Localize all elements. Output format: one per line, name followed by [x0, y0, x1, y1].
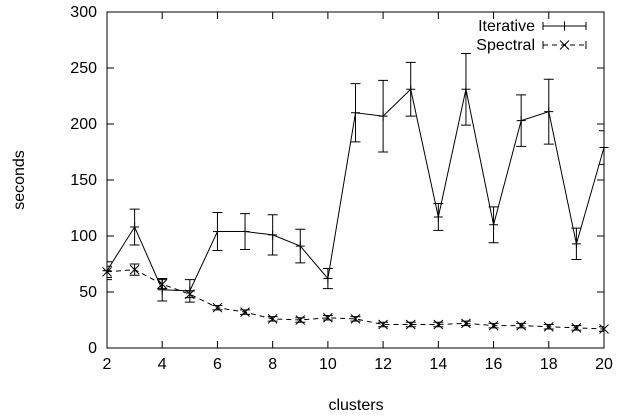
y-tick-label: 0 [88, 340, 97, 357]
y-axis-label: seconds [11, 150, 28, 210]
data-point [350, 314, 361, 324]
data-point [212, 302, 223, 313]
legend-cap [542, 41, 587, 49]
data-point [461, 318, 471, 329]
data-point [378, 319, 388, 330]
x-tick-label: 12 [374, 356, 392, 373]
data-point [212, 227, 222, 237]
data-point [433, 212, 443, 222]
data-point [323, 274, 333, 284]
data-point [489, 220, 499, 230]
data-point [130, 222, 140, 232]
legend: Iterative Spectral [476, 18, 587, 54]
data-point [240, 227, 250, 237]
legend-marker [560, 21, 569, 31]
y-tick-label: 250 [70, 60, 97, 77]
legend-label: Spectral [476, 37, 535, 54]
x-tick-label: 20 [595, 356, 613, 373]
x-tick-label: 14 [429, 356, 447, 373]
data-point [516, 116, 526, 126]
y-tick-label: 50 [79, 284, 97, 301]
x-tick-label: 6 [213, 356, 222, 373]
plot-frame [106, 11, 605, 349]
x-tick-label: 8 [268, 356, 277, 373]
plot-area: 0 50 100 150 200 250 300 2 4 6 8 10 12 14 16 18 20 [70, 4, 613, 373]
data-point [268, 230, 278, 240]
data-point [461, 84, 471, 94]
data-point [102, 266, 112, 277]
x-tick-label: 18 [540, 356, 558, 373]
data-point [571, 239, 581, 249]
legend-label: Iterative [478, 18, 535, 35]
data-point [323, 312, 333, 323]
x-tick-label: 16 [485, 356, 503, 373]
data-point [184, 289, 195, 300]
data-point [378, 111, 388, 121]
data-point [157, 279, 168, 290]
y-tick-label: 150 [70, 172, 97, 189]
data-point [351, 108, 360, 118]
data-point [240, 307, 250, 318]
data-point [488, 320, 499, 331]
data-point [543, 321, 554, 332]
data-point [129, 264, 140, 275]
x-tick-label: 10 [319, 356, 337, 373]
data-point [516, 320, 527, 331]
legend-marker [559, 40, 570, 50]
y-tick-label: 100 [70, 228, 97, 245]
x-axis-label: clusters [328, 397, 383, 414]
data-point [571, 322, 582, 333]
data-point [405, 319, 416, 330]
data-point [295, 241, 305, 251]
legend-cap [542, 22, 587, 30]
data-point [599, 324, 609, 334]
data-point [267, 314, 278, 324]
y-tick-label: 300 [70, 4, 97, 21]
data-point [599, 143, 609, 153]
data-point [544, 107, 554, 117]
y-tick-label: 200 [70, 116, 97, 133]
x-tick-label: 4 [158, 356, 167, 373]
data-point [295, 315, 306, 325]
data-point [406, 84, 416, 94]
data-point [433, 319, 444, 330]
x-tick-label: 2 [103, 356, 112, 373]
